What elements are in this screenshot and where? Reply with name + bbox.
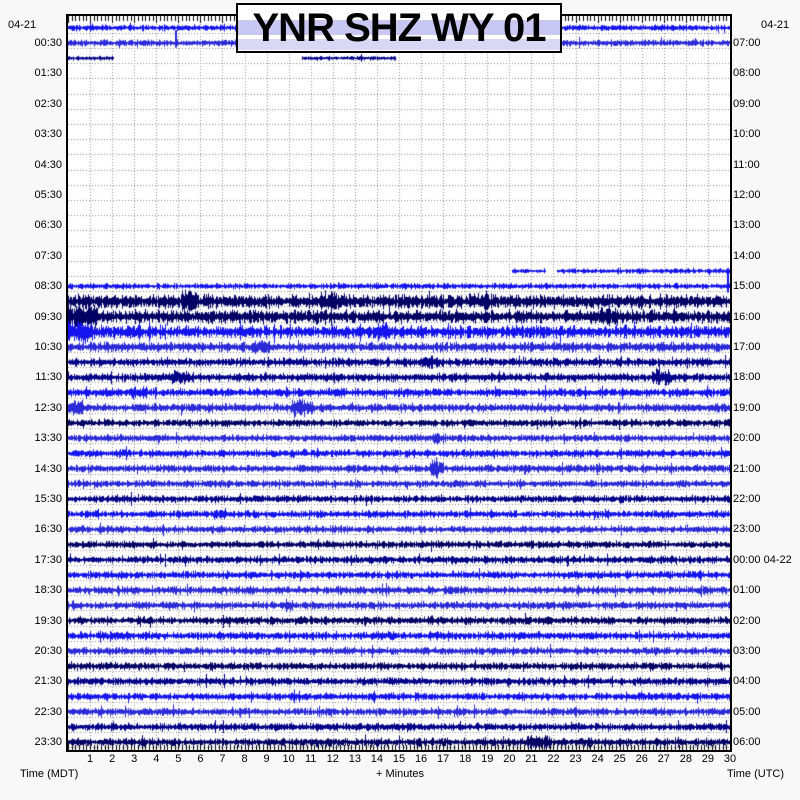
- right-time-label: 10:00: [733, 128, 761, 141]
- minute-label: 13: [348, 753, 361, 765]
- minute-label: 18: [459, 753, 472, 765]
- right-time-label: 07:00: [733, 37, 761, 49]
- right-time-label: 12:00: [733, 189, 761, 201]
- right-time-label: 15:00: [733, 280, 761, 293]
- left-time-label: 17:30: [34, 553, 62, 566]
- trace-ghost-band-1: [238, 20, 560, 35]
- left-time-label: 15:30: [34, 493, 62, 505]
- trace-ghost-band-2: [238, 39, 560, 50]
- date-label-top-right: 04-21: [761, 19, 790, 31]
- minute-label: 3: [131, 753, 138, 765]
- minute-label: 6: [197, 753, 204, 765]
- minute-label: 4: [153, 753, 160, 765]
- minute-label: 28: [679, 753, 692, 765]
- right-time-label: 19:00: [733, 401, 761, 414]
- axis-caption-mdt: Time (MDT): [20, 768, 79, 780]
- minute-label: 22: [547, 753, 560, 765]
- left-time-label: 06:30: [34, 219, 62, 232]
- minute-label: 26: [635, 753, 648, 765]
- right-time-label: 14:00: [733, 249, 761, 262]
- minute-label: 7: [219, 753, 226, 765]
- minute-label: 12: [326, 753, 339, 765]
- minute-label: 10: [282, 753, 295, 765]
- left-time-label: 02:30: [34, 97, 62, 110]
- right-time-label: 04:00: [733, 675, 761, 688]
- minute-label: 19: [481, 753, 494, 765]
- left-time-label: 12:30: [34, 401, 62, 414]
- minute-label: 14: [370, 753, 384, 765]
- minute-label: 29: [701, 753, 715, 765]
- left-time-label: 23:30: [34, 736, 62, 749]
- left-time-label: 05:30: [34, 189, 62, 201]
- axis-caption-utc: Time (UTC): [727, 768, 785, 780]
- right-time-label: 02:00: [733, 614, 761, 627]
- right-time-label: 17:00: [733, 341, 761, 353]
- left-time-label: 13:30: [34, 432, 62, 445]
- right-time-label: 21:00: [733, 462, 761, 475]
- left-time-label: 22:30: [34, 705, 62, 718]
- minute-label: 21: [525, 753, 538, 765]
- minute-label: 15: [392, 753, 406, 765]
- left-time-label: 20:30: [34, 645, 62, 657]
- left-time-label: 16:30: [34, 523, 62, 536]
- left-time-label: 01:30: [34, 67, 62, 80]
- minute-label: 24: [591, 753, 604, 765]
- left-time-label: 11:30: [35, 371, 62, 384]
- left-time-label: 04:30: [34, 158, 62, 171]
- left-time-label: 00:30: [34, 37, 62, 49]
- station-title: YNR SHZ WY 01: [252, 6, 547, 50]
- minute-label: 11: [305, 753, 317, 765]
- right-time-label: 01:00: [733, 584, 761, 597]
- right-time-label: 13:00: [733, 219, 761, 232]
- right-time-label: 23:00: [733, 523, 761, 536]
- right-time-label: 06:00: [733, 736, 761, 749]
- minute-label: 27: [657, 753, 670, 765]
- right-time-label: 09:00: [733, 97, 761, 110]
- left-time-label: 19:30: [34, 614, 62, 627]
- axis-caption-minutes: + Minutes: [376, 768, 424, 780]
- minute-label: 20: [503, 753, 516, 765]
- date-label-top-left: 04-21: [8, 19, 37, 31]
- minute-label: 8: [241, 753, 248, 765]
- minute-label: 30: [723, 753, 737, 765]
- minute-label: 25: [613, 753, 626, 765]
- left-time-label: 14:30: [34, 462, 62, 475]
- helicorder-canvas: [68, 16, 730, 750]
- minute-label: 9: [263, 753, 270, 765]
- left-time-label: 21:30: [34, 675, 62, 688]
- left-time-label: 18:30: [34, 584, 62, 597]
- minute-label: 23: [569, 753, 582, 765]
- left-time-label: 10:30: [34, 341, 62, 353]
- right-time-label: 11:00: [733, 158, 760, 171]
- right-time-label: 22:00: [733, 493, 761, 505]
- left-time-label: 09:30: [34, 310, 62, 323]
- right-time-label: 05:00: [733, 705, 761, 718]
- minute-label: 17: [437, 753, 450, 765]
- minute-label: 2: [109, 753, 116, 765]
- station-title-box: YNR SHZ WY 01: [236, 3, 562, 53]
- minute-label: 5: [175, 753, 182, 765]
- right-time-label: 20:00: [733, 432, 761, 445]
- right-time-label: 08:00: [733, 67, 761, 80]
- left-time-label: 08:30: [34, 280, 62, 293]
- left-time-label: 07:30: [34, 249, 62, 262]
- right-time-label: 03:00: [733, 645, 761, 657]
- minute-label: 1: [87, 753, 94, 765]
- right-time-label: 18:00: [733, 371, 761, 384]
- left-time-label: 03:30: [34, 128, 62, 141]
- right-time-label: 00:00 04-22: [733, 553, 792, 566]
- helicorder-plot-frame: [66, 14, 732, 752]
- minute-label: 16: [414, 753, 428, 765]
- right-time-label: 16:00: [733, 310, 761, 323]
